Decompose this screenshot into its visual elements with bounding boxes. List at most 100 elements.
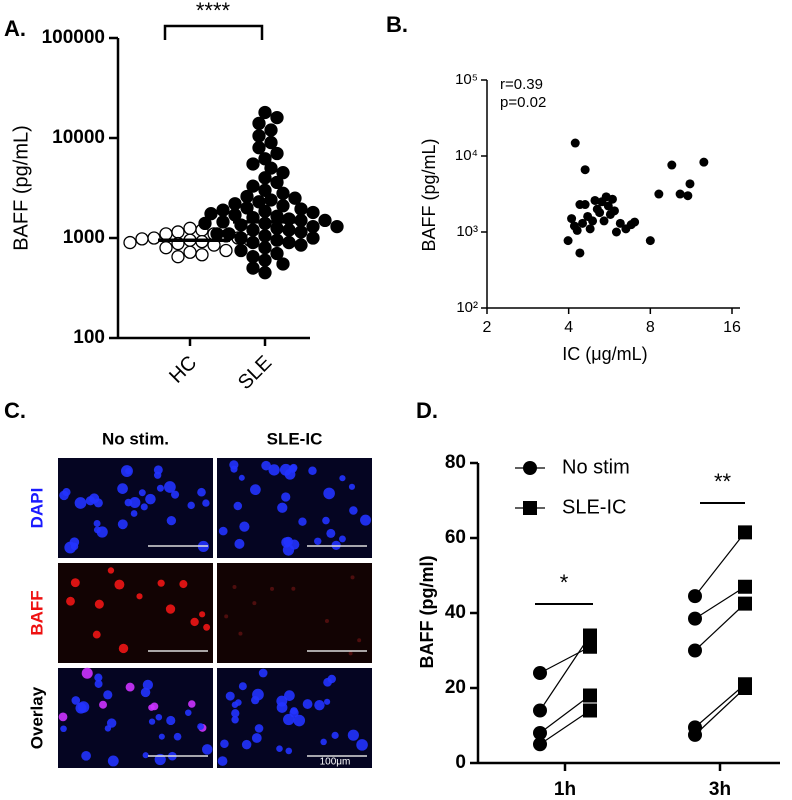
data-point xyxy=(685,179,695,189)
data-point xyxy=(252,129,266,143)
data-point xyxy=(294,202,308,216)
cell xyxy=(165,604,176,614)
data-point xyxy=(270,110,284,125)
pair-line xyxy=(539,695,591,734)
micrograph xyxy=(217,458,372,558)
cell xyxy=(117,483,128,494)
data-point xyxy=(258,105,272,120)
x-tick-label: 8 xyxy=(646,319,655,336)
cell xyxy=(92,630,101,639)
cell xyxy=(157,579,165,587)
significance-label: **** xyxy=(196,0,231,23)
cell xyxy=(197,487,206,497)
cell xyxy=(93,520,101,527)
cell xyxy=(225,691,235,701)
cell xyxy=(148,718,156,725)
data-point xyxy=(258,241,272,255)
legend-label: No stim xyxy=(562,456,630,478)
cell xyxy=(331,731,339,739)
cell xyxy=(81,750,91,761)
row-label: BAFF xyxy=(27,590,46,635)
cell xyxy=(142,752,149,759)
data-point xyxy=(645,236,655,246)
y-tick-label: 80 xyxy=(445,452,466,473)
cell xyxy=(276,702,288,713)
y-tick-label: 10⁴ xyxy=(455,147,478,164)
cell xyxy=(60,725,67,733)
cell xyxy=(356,739,368,751)
cell xyxy=(230,465,238,473)
cell xyxy=(350,575,355,580)
data-point xyxy=(630,217,640,227)
cell xyxy=(349,506,358,515)
micrograph-bg xyxy=(58,668,213,768)
significance-label: ** xyxy=(714,469,732,494)
x-axis-label: IC (μg/mL) xyxy=(562,344,647,364)
data-point xyxy=(258,152,272,166)
row-label: Overlay xyxy=(27,686,46,749)
data-point xyxy=(219,243,233,258)
cell xyxy=(187,501,195,510)
cell xyxy=(348,483,356,490)
cell xyxy=(103,690,113,700)
cell xyxy=(104,725,112,732)
cell xyxy=(314,537,322,545)
cell xyxy=(142,679,154,690)
micrograph-bg xyxy=(58,458,213,558)
cell xyxy=(234,538,245,549)
data-point xyxy=(195,248,209,262)
data-point xyxy=(580,165,590,175)
x-tick-label: SLE xyxy=(234,352,276,394)
cell xyxy=(140,503,148,511)
data-point xyxy=(575,200,585,210)
cell xyxy=(89,493,100,504)
data-point xyxy=(306,219,320,234)
data-point xyxy=(654,189,664,199)
scale-bar-label: 100μm xyxy=(320,757,351,768)
data-point xyxy=(198,216,212,231)
data-point xyxy=(611,227,621,237)
cell xyxy=(323,487,335,500)
data-point xyxy=(738,596,752,611)
cell xyxy=(138,489,146,497)
cell xyxy=(66,596,75,606)
data-point xyxy=(222,227,236,241)
significance-bracket xyxy=(163,24,264,40)
data-point xyxy=(276,199,290,213)
cell xyxy=(251,733,262,743)
cell xyxy=(96,526,108,538)
cell xyxy=(94,673,103,682)
x-tick-label: HC xyxy=(165,352,201,388)
cell xyxy=(190,617,199,627)
data-point xyxy=(688,589,702,604)
data-point xyxy=(258,204,272,218)
cell xyxy=(114,579,125,590)
data-point xyxy=(563,236,573,246)
data-point xyxy=(688,611,702,626)
data-point xyxy=(171,225,185,239)
micrograph xyxy=(58,563,213,663)
y-axis-label: BAFF (pg/ml) xyxy=(417,556,437,669)
micrograph-bg xyxy=(217,563,372,663)
cell xyxy=(291,586,296,591)
x-tick-label: 4 xyxy=(564,319,573,336)
cell xyxy=(218,526,228,536)
data-point xyxy=(585,224,595,234)
y-tick-label: 60 xyxy=(445,527,466,548)
data-point xyxy=(183,221,197,235)
cell xyxy=(258,668,268,678)
y-tick-label: 10⁵ xyxy=(455,71,478,88)
micrograph xyxy=(217,668,372,768)
data-point xyxy=(240,201,254,215)
cell xyxy=(171,490,180,499)
data-point xyxy=(264,193,278,207)
cell xyxy=(129,496,141,509)
data-point xyxy=(595,208,605,218)
cell xyxy=(125,682,135,692)
cell xyxy=(145,493,156,505)
data-point xyxy=(123,235,137,250)
cell xyxy=(281,492,291,502)
y-axis-label: BAFF (pg/mL) xyxy=(419,138,439,251)
cell xyxy=(289,708,299,718)
